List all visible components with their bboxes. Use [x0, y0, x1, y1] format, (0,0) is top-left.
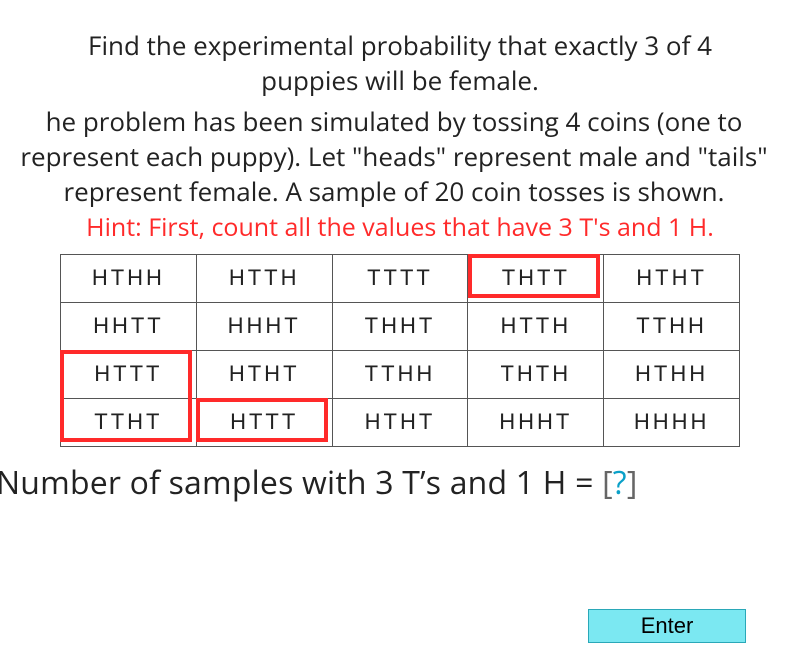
table-cell: TTHH: [332, 350, 468, 398]
table-cell: HHHT: [468, 398, 604, 446]
sample-table: HTHH HTTH TTTT THTT HTHT HHTT HHHT THHT …: [60, 254, 740, 447]
table-cell: HTHT: [196, 350, 332, 398]
table-cell: TTHH: [604, 302, 740, 350]
table-cell: HTTT: [196, 398, 332, 446]
table-cell: HTHH: [604, 350, 740, 398]
answer-placeholder[interactable]: ?: [613, 461, 627, 504]
enter-button[interactable]: Enter: [588, 609, 746, 643]
table-cell: HTHT: [332, 398, 468, 446]
answer-prompt: Number of samples with 3 T’s and 1 H = […: [0, 461, 792, 504]
table-cell: HTHT: [604, 254, 740, 302]
problem-title: Find the experimental probability that e…: [40, 28, 760, 98]
table-cell: THTT: [468, 254, 604, 302]
answer-prompt-text: Number of samples with 3 T’s and 1 H =: [0, 461, 602, 504]
sample-table-wrap: HTHH HTTH TTTT THTT HTHT HHTT HHHT THHT …: [60, 254, 740, 447]
table-cell: HHTT: [61, 302, 197, 350]
answer-bracket-open: [: [602, 461, 613, 504]
problem-subtitle: he problem has been simulated by tossing…: [4, 104, 784, 209]
table-cell: TTHT: [61, 398, 197, 446]
table-cell: HHHH: [604, 398, 740, 446]
problem-hint: Hint: First, count all the values that h…: [10, 211, 790, 244]
table-cell: HTHH: [61, 254, 197, 302]
table-cell: THTH: [468, 350, 604, 398]
table-cell: HTTH: [468, 302, 604, 350]
table-cell: HTTT: [61, 350, 197, 398]
table-cell: HTTH: [196, 254, 332, 302]
table-cell: THHT: [332, 302, 468, 350]
answer-bracket-close: ]: [627, 461, 638, 504]
table-cell: TTTT: [332, 254, 468, 302]
table-cell: HHHT: [196, 302, 332, 350]
